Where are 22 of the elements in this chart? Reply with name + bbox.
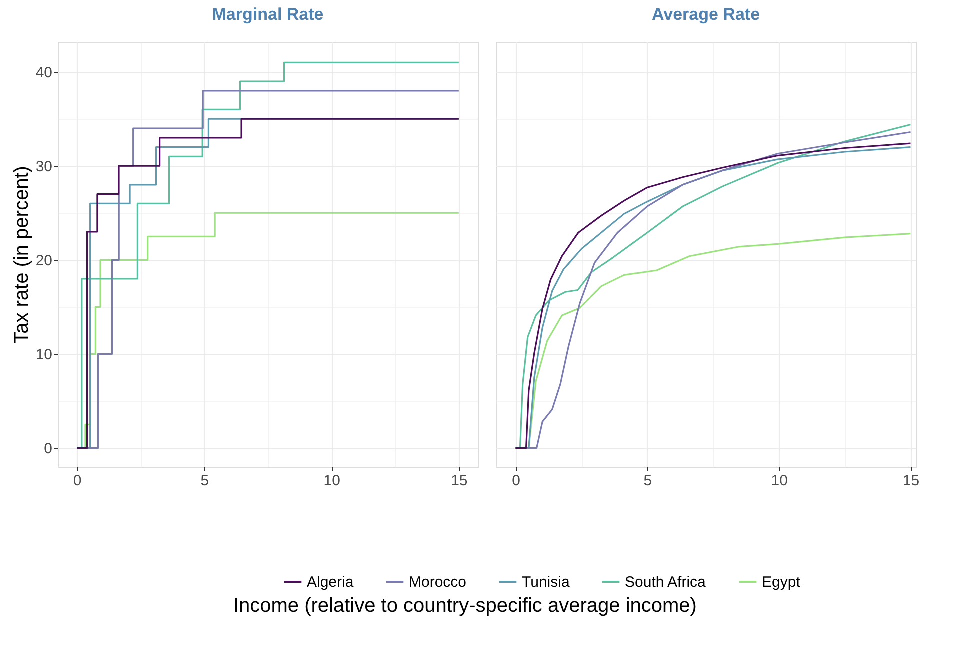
x-tick-label: 0 <box>73 472 82 490</box>
x-tick-label: 5 <box>200 472 210 490</box>
x-tick-label: 10 <box>324 472 340 490</box>
x-tick-label: 15 <box>902 472 920 490</box>
legend-label: Morocco <box>409 574 467 591</box>
y-tick-label: 10 <box>36 346 52 364</box>
legend-label: South Africa <box>625 574 707 591</box>
legend-label: Egypt <box>762 574 802 591</box>
y-axis-title: Tax rate (in percent) <box>10 166 33 344</box>
y-tick-label: 0 <box>44 440 52 458</box>
chart-title: Marginal Rate <box>212 5 324 24</box>
x-tick-label: 0 <box>512 472 520 490</box>
x-axis-title: Income (relative to country-specific average income) <box>233 595 697 617</box>
y-tick-label: 20 <box>36 252 52 270</box>
legend-label: Tunisia <box>522 574 570 591</box>
x-tick-label: 5 <box>644 472 652 490</box>
chart-title: Average Rate <box>652 5 760 24</box>
x-tick-label: 15 <box>451 472 468 490</box>
y-tick-label: 40 <box>36 64 52 82</box>
x-tick-label: 10 <box>771 472 788 490</box>
legend-label: Algeria <box>307 574 354 591</box>
y-tick-label: 30 <box>36 158 52 176</box>
